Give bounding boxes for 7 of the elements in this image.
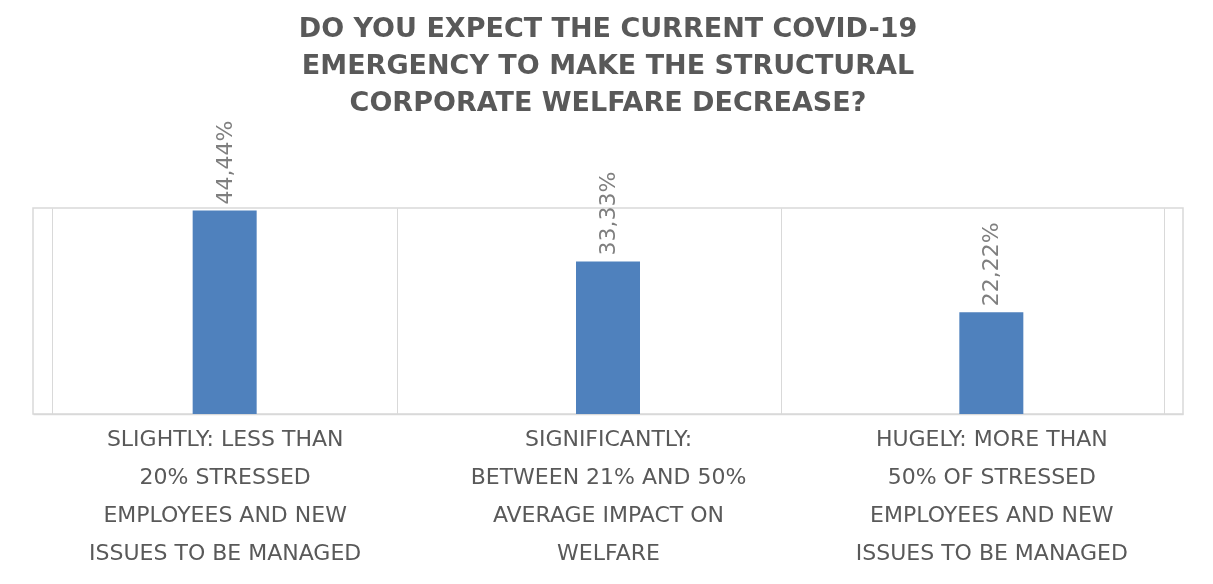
data-label: 33,33% [595,171,620,256]
data-label: 22,22% [978,222,1004,307]
x-tick-label: SIGNIFICANTLY: BETWEEN 21% AND 50% AVERAGE IMPACT ON WELFARE [470,425,747,565]
chart-title: DO YOU EXPECT THE CURRENT COVID-19 EMERGENCY TO MAKE THE STRUCTURAL CORPORATE WELFARE DECREASE? [298,11,918,117]
x-tick-label: SLIGHTLY: LESS THAN 20% STRESSED EMPLOYEES AND NEW ISSUES TO BE MANAGED [89,425,362,565]
x-tick-label: HUGELY: MORE THAN 50% OF STRESSED EMPLOYEES AND NEW ISSUES TO BE MANAGED [855,425,1128,565]
data-label: 44,44% [211,120,237,205]
